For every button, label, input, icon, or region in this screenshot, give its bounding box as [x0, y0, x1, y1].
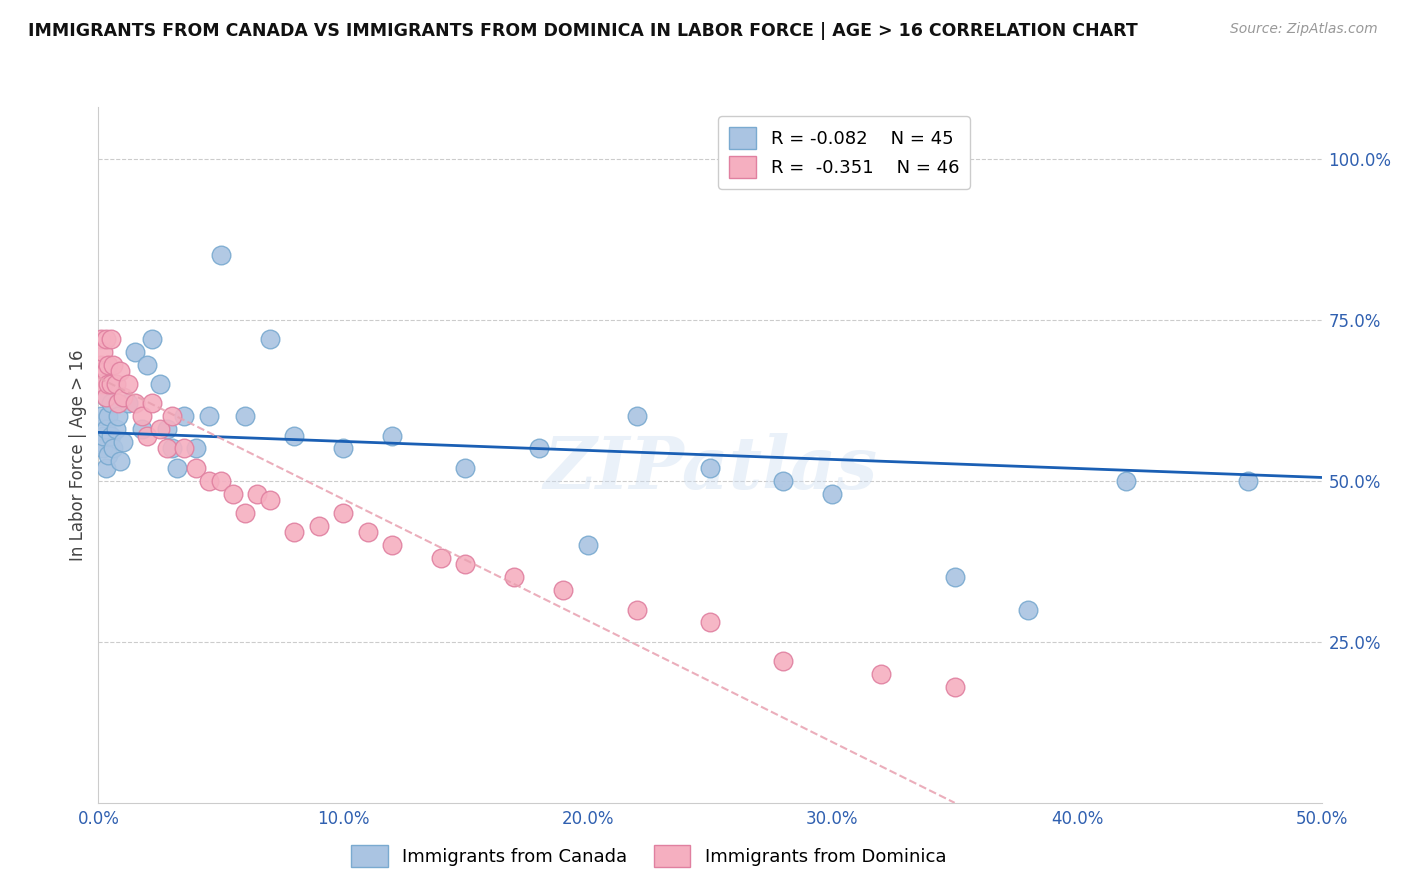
Point — [332, 442, 354, 456]
Point — [100, 332, 122, 346]
Point — [90, 409, 112, 424]
Point — [943, 570, 966, 584]
Point — [332, 506, 354, 520]
Point — [91, 377, 114, 392]
Point — [90, 332, 112, 346]
Point — [156, 442, 179, 456]
Point — [94, 422, 117, 436]
Point — [527, 442, 550, 456]
Point — [246, 486, 269, 500]
Point — [94, 460, 117, 475]
Point — [1017, 602, 1039, 616]
Point — [149, 377, 172, 392]
Point — [259, 332, 281, 346]
Point — [110, 364, 132, 378]
Point — [97, 377, 120, 392]
Point — [430, 551, 453, 566]
Point — [259, 493, 281, 508]
Point — [503, 570, 526, 584]
Point — [91, 344, 114, 359]
Point — [104, 422, 127, 436]
Point — [136, 358, 159, 372]
Point — [233, 409, 256, 424]
Point — [772, 654, 794, 668]
Point — [91, 428, 114, 442]
Text: ZIPatlas: ZIPatlas — [543, 434, 877, 504]
Point — [94, 390, 117, 404]
Point — [197, 409, 219, 424]
Point — [101, 358, 124, 372]
Point — [104, 377, 127, 392]
Point — [107, 409, 129, 424]
Point — [100, 428, 122, 442]
Point — [90, 358, 112, 372]
Point — [111, 390, 134, 404]
Point — [626, 409, 648, 424]
Point — [141, 332, 163, 346]
Point — [173, 442, 195, 456]
Point — [166, 460, 188, 475]
Point — [90, 435, 112, 450]
Point — [553, 583, 575, 598]
Point — [283, 525, 305, 540]
Point — [209, 248, 232, 262]
Text: IMMIGRANTS FROM CANADA VS IMMIGRANTS FROM DOMINICA IN LABOR FORCE | AGE > 16 COR: IMMIGRANTS FROM CANADA VS IMMIGRANTS FRO… — [28, 22, 1137, 40]
Point — [772, 474, 794, 488]
Point — [100, 377, 122, 392]
Point — [91, 442, 114, 456]
Point — [209, 474, 232, 488]
Point — [94, 332, 117, 346]
Point — [870, 667, 893, 681]
Point — [97, 448, 120, 462]
Point — [117, 396, 139, 410]
Point — [454, 558, 477, 572]
Point — [149, 422, 172, 436]
Point — [124, 344, 146, 359]
Point — [821, 486, 844, 500]
Point — [97, 409, 120, 424]
Y-axis label: In Labor Force | Age > 16: In Labor Force | Age > 16 — [69, 349, 87, 561]
Point — [222, 486, 245, 500]
Point — [699, 615, 721, 630]
Point — [110, 454, 132, 468]
Point — [111, 435, 134, 450]
Point — [381, 538, 404, 552]
Point — [699, 460, 721, 475]
Point — [94, 364, 117, 378]
Point — [186, 460, 208, 475]
Point — [94, 390, 117, 404]
Point — [97, 358, 120, 372]
Point — [356, 525, 378, 540]
Point — [107, 396, 129, 410]
Point — [100, 396, 122, 410]
Point — [233, 506, 256, 520]
Point — [381, 428, 404, 442]
Point — [1237, 474, 1260, 488]
Point — [576, 538, 599, 552]
Point — [1115, 474, 1137, 488]
Point — [131, 409, 153, 424]
Point — [626, 602, 648, 616]
Point — [136, 428, 159, 442]
Point — [101, 442, 124, 456]
Point — [156, 422, 179, 436]
Legend: Immigrants from Canada, Immigrants from Dominica: Immigrants from Canada, Immigrants from … — [344, 838, 953, 874]
Point — [124, 396, 146, 410]
Point — [160, 442, 183, 456]
Point — [283, 428, 305, 442]
Point — [141, 396, 163, 410]
Point — [160, 409, 183, 424]
Point — [186, 442, 208, 456]
Point — [943, 680, 966, 694]
Point — [454, 460, 477, 475]
Point — [131, 422, 153, 436]
Point — [197, 474, 219, 488]
Point — [173, 409, 195, 424]
Text: Source: ZipAtlas.com: Source: ZipAtlas.com — [1230, 22, 1378, 37]
Point — [308, 518, 330, 533]
Point — [117, 377, 139, 392]
